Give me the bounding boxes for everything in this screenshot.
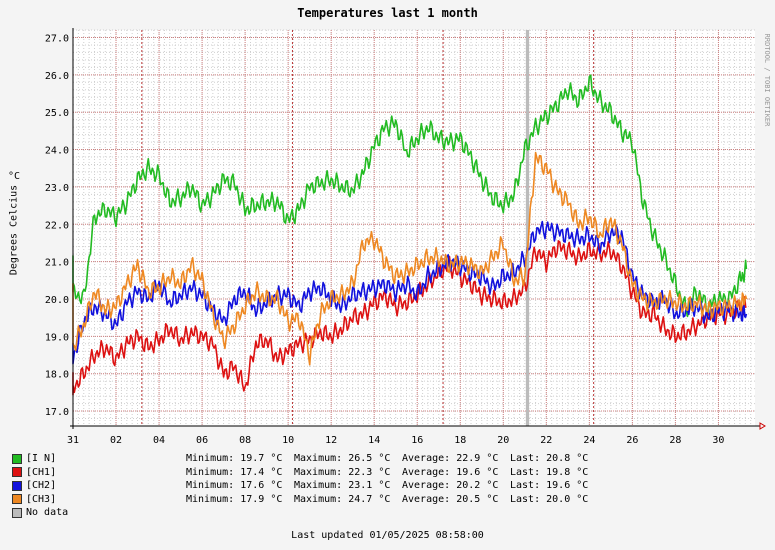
legend-row-no-data: No data <box>12 506 588 520</box>
last-label: Last: <box>510 453 541 465</box>
x-tick-label: 30 <box>712 435 724 446</box>
legend-swatch <box>12 494 22 505</box>
x-tick-label: 31 <box>67 435 79 446</box>
avg-value: 22.9 <box>456 453 481 465</box>
chart-title: Temperatures last 1 month <box>297 6 478 20</box>
legend-row-ch2: [CH2] Minimum: 17.6 °C Maximum: 23.1 °C … <box>12 479 588 493</box>
last-value: 20.8 <box>546 453 571 465</box>
x-tick-label: 26 <box>626 435 638 446</box>
legend-name: [CH3] <box>26 493 57 505</box>
legend-row-in: [I N] Minimum: 19.7 °C Maximum: 26.5 °C … <box>12 452 588 466</box>
y-tick-label: 26.0 <box>45 71 69 82</box>
legend-swatch <box>12 480 22 491</box>
x-tick-label: 16 <box>411 435 423 446</box>
series-line <box>72 220 748 365</box>
x-tick-label: 18 <box>454 435 466 446</box>
legend-swatch <box>12 453 22 464</box>
last-value: 19.8 <box>546 466 571 478</box>
series-line <box>72 240 747 396</box>
series-line <box>72 74 748 318</box>
x-tick-label: 10 <box>282 435 294 446</box>
legend-row-ch3: [CH3] Minimum: 17.9 °C Maximum: 24.7 °C … <box>12 493 588 507</box>
min-value: 17.9 <box>240 493 265 505</box>
x-tick-label: 08 <box>239 435 251 446</box>
min-value: 19.7 <box>240 453 265 465</box>
legend-name: No data <box>26 507 69 519</box>
max-value: 23.1 <box>348 480 373 492</box>
legend-name: [CH2] <box>26 480 57 492</box>
legend: [I N] Minimum: 19.7 °C Maximum: 26.5 °C … <box>12 452 588 520</box>
x-tick-label: 04 <box>153 435 165 446</box>
y-tick-label: 27.0 <box>45 33 69 44</box>
max-value: 26.5 <box>348 453 373 465</box>
y-tick-label: 21.0 <box>45 258 69 269</box>
no-data-bar <box>525 30 530 426</box>
x-tick-label: 14 <box>368 435 380 446</box>
x-tick-label: 12 <box>325 435 337 446</box>
avg-value: 20.5 <box>456 493 481 505</box>
x-tick-label: 20 <box>497 435 509 446</box>
plot-area <box>73 30 755 426</box>
last-value: 20.0 <box>546 493 571 505</box>
y-tick-label: 17.0 <box>45 407 69 418</box>
avg-value: 19.6 <box>456 466 481 478</box>
legend-name: [CH1] <box>26 466 57 478</box>
avg-value: 20.2 <box>456 480 481 492</box>
y-tick-label: 19.0 <box>45 332 69 343</box>
legend-name: [I N] <box>26 453 57 465</box>
y-tick-label: 20.0 <box>45 295 69 306</box>
legend-swatch <box>12 507 22 518</box>
x-tick-label: 24 <box>583 435 595 446</box>
legend-swatch <box>12 467 22 478</box>
min-value: 17.4 <box>240 466 265 478</box>
min-label: Minimum: <box>186 453 235 465</box>
x-tick-label: 06 <box>196 435 208 446</box>
y-axis-label: Degrees Celcius <box>8 184 20 276</box>
x-axis-arrow <box>759 422 766 430</box>
max-label: Maximum: <box>294 453 343 465</box>
y-tick-label: 22.0 <box>45 220 69 231</box>
y-tick-label: 18.0 <box>45 370 69 381</box>
last-updated: Last updated 01/05/2025 08:58:00 <box>291 530 484 541</box>
y-tick-label: 25.0 <box>45 108 69 119</box>
x-tick-label: 02 <box>110 435 122 446</box>
max-value: 24.7 <box>348 493 373 505</box>
max-value: 22.3 <box>348 466 373 478</box>
watermark: RRDTOOL / TOBI OETIKER <box>763 33 771 127</box>
y-tick-label: 23.0 <box>45 183 69 194</box>
legend-row-ch1: [CH1] Minimum: 17.4 °C Maximum: 22.3 °C … <box>12 466 588 480</box>
x-tick-label: 28 <box>669 435 681 446</box>
x-tick-label: 22 <box>540 435 552 446</box>
avg-label: Average: <box>402 453 451 465</box>
last-value: 19.6 <box>546 480 571 492</box>
min-value: 17.6 <box>240 480 265 492</box>
y-tick-label: 24.0 <box>45 146 69 157</box>
series-line <box>72 151 748 366</box>
y-axis-unit: °C <box>8 171 21 182</box>
